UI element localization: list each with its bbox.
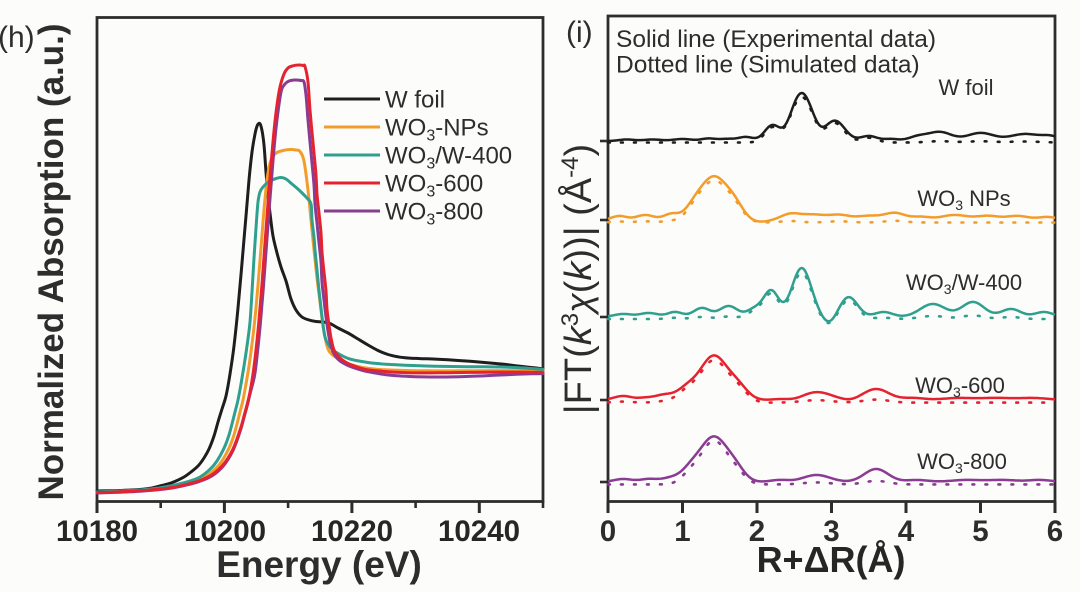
- svg-text:(i): (i): [566, 16, 593, 49]
- svg-text:WO3​-600: WO3​-600: [915, 373, 1005, 400]
- svg-text:1: 1: [674, 515, 690, 548]
- svg-text:10220: 10220: [311, 515, 393, 548]
- svg-text:3: 3: [823, 515, 839, 548]
- svg-text:10180: 10180: [56, 515, 138, 548]
- svg-text:(h): (h): [0, 21, 35, 54]
- svg-text:WO3​/W-400: WO3​/W-400: [906, 270, 1022, 297]
- svg-text:Dotted line (Simulated data): Dotted line (Simulated data): [616, 52, 920, 79]
- svg-text:Energy (eV): Energy (eV): [216, 544, 422, 585]
- svg-text:10240: 10240: [438, 515, 520, 548]
- svg-text:2: 2: [749, 515, 765, 548]
- svg-text:10200: 10200: [184, 515, 266, 548]
- svg-text:WO3​-800: WO3​-800: [385, 199, 483, 229]
- svg-text:0: 0: [600, 515, 616, 548]
- svg-text:WO3​/W-400: WO3​/W-400: [385, 143, 512, 173]
- svg-text:WO3​-800: WO3​-800: [917, 449, 1007, 476]
- svg-text:W foil: W foil: [939, 75, 994, 100]
- svg-text:W foil: W foil: [385, 87, 445, 114]
- svg-text:WO3​ NPs: WO3​ NPs: [917, 186, 1010, 213]
- svg-text:4: 4: [898, 515, 915, 548]
- svg-text:WO3​-NPs: WO3​-NPs: [385, 115, 489, 145]
- svg-text:6: 6: [1047, 515, 1063, 548]
- svg-text:Normalized Absorption (a.u.): Normalized Absorption (a.u.): [32, 23, 71, 500]
- svg-text:WO3​-600: WO3​-600: [385, 171, 483, 201]
- svg-text:5: 5: [972, 515, 988, 548]
- svg-text:Solid line (Experimental data): Solid line (Experimental data): [616, 26, 936, 53]
- svg-text:|FT(k3χ(k))| (Å-4​): |FT(k3χ(k))| (Å-4​): [556, 144, 600, 414]
- svg-text:R+ΔR(Å): R+ΔR(Å): [757, 539, 906, 580]
